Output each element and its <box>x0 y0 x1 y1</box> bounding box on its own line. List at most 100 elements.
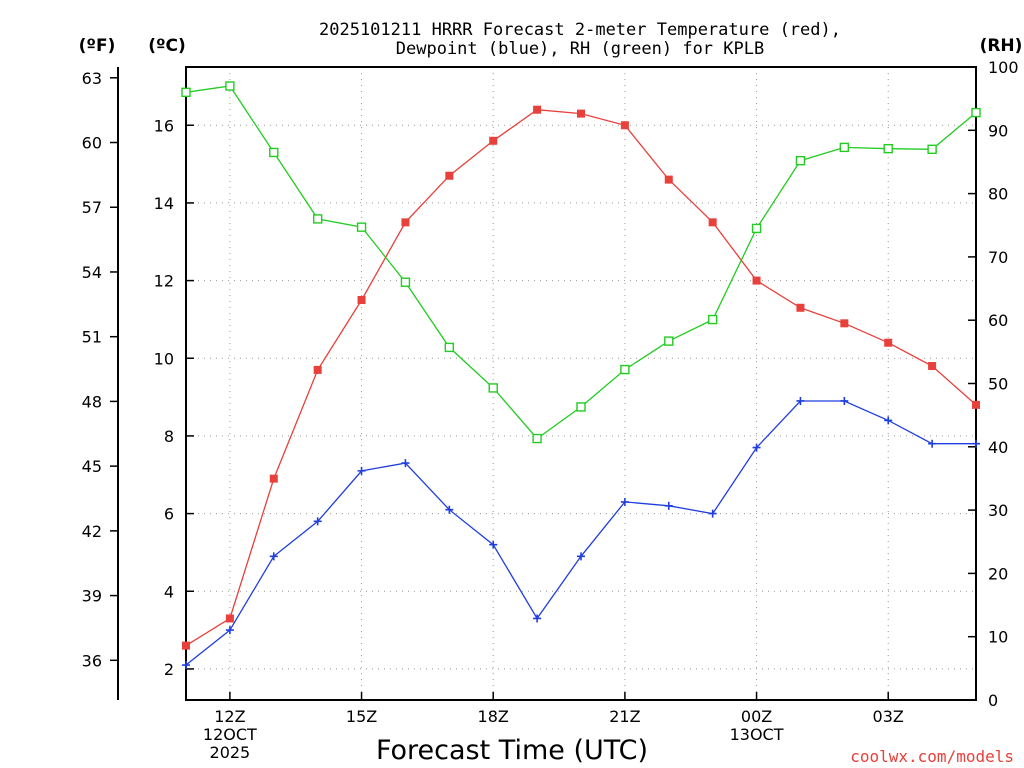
relative-humidity-point <box>400 277 411 287</box>
temperature-point <box>884 338 893 347</box>
dewpoint-point <box>752 443 761 452</box>
rh-tick-label: 60 <box>988 311 1008 330</box>
celsius-tick-label: 4 <box>164 582 174 601</box>
temperature-point <box>313 365 322 374</box>
rh-ticks: 0 10 20 30 40 50 60 70 80 90 100 <box>968 58 1019 710</box>
dewpoint-point <box>489 540 498 549</box>
fahrenheit-tick-label: 48 <box>82 392 102 411</box>
fahrenheit-tick-label: 63 <box>82 69 102 88</box>
relative-humidity-point <box>751 223 762 234</box>
chart-title-line-1: 2025101211 HRRR Forecast 2-meter Tempera… <box>319 20 841 40</box>
rh-tick-label: 90 <box>988 121 1008 140</box>
dewpoint-point <box>269 552 278 561</box>
temperature-line <box>185 109 977 647</box>
dewpoint-point <box>796 396 805 405</box>
fahrenheit-unit-label: (ºF) <box>79 36 116 56</box>
relative-humidity-point <box>269 147 279 158</box>
rh-tick-label: 10 <box>988 628 1008 647</box>
temperature-point <box>972 400 980 409</box>
dewpoint-point <box>884 416 893 425</box>
temperature-point <box>620 121 629 130</box>
credit-text: coolwx.com/models <box>850 747 1014 766</box>
plot-frame <box>185 66 977 701</box>
fahrenheit-tick-label: 42 <box>82 522 102 541</box>
rh-tick-label: 100 <box>988 58 1019 77</box>
dewpoint-point <box>972 439 980 448</box>
celsius-unit-label: (ºC) <box>148 36 186 56</box>
gridlines <box>186 67 976 700</box>
time-tick-label: 13OCT <box>730 725 784 744</box>
relative-humidity-point <box>927 144 937 154</box>
relative-humidity-point <box>664 336 674 346</box>
temperature-point <box>840 319 849 328</box>
temperature-point <box>489 136 498 145</box>
rh-tick-label: 0 <box>988 691 998 710</box>
time-tick-label: 18Z <box>478 707 509 726</box>
fahrenheit-tick-label: 51 <box>82 328 102 347</box>
temperature-point <box>708 218 717 227</box>
rh-tick-label: 30 <box>988 501 1008 520</box>
fahrenheit-tick-label: 54 <box>82 263 102 282</box>
relative-humidity-point <box>576 402 586 412</box>
temperature-point <box>664 175 673 184</box>
relative-humidity-point <box>312 214 323 224</box>
dewpoint-point <box>401 459 410 468</box>
celsius-tick-label: 8 <box>164 427 174 446</box>
fahrenheit-tick-label: 39 <box>82 587 102 606</box>
dewpoint-line <box>185 400 976 666</box>
time-tick-label: 12Z <box>214 707 245 726</box>
temperature-point <box>182 641 190 650</box>
dewpoint-point <box>182 661 190 670</box>
celsius-tick-label: 10 <box>154 349 174 368</box>
dewpoint-point <box>445 505 454 514</box>
time-tick-label: 03Z <box>873 707 904 726</box>
relative-humidity-point <box>181 87 191 98</box>
relative-humidity-point <box>971 107 981 118</box>
temperature-point <box>445 171 454 180</box>
dewpoint-point <box>708 509 717 518</box>
x-axis-label: Forecast Time (UTC) <box>376 735 648 766</box>
fahrenheit-tick-label: 60 <box>82 134 102 153</box>
rh-unit-label: (RH) <box>980 36 1023 56</box>
rh-tick-label: 70 <box>988 248 1008 267</box>
dewpoint-point <box>225 626 234 635</box>
dewpoint-point <box>620 497 629 506</box>
dewpoint-point <box>313 517 322 526</box>
relative-humidity-point <box>488 383 498 393</box>
time-tick-label: 2025 <box>210 743 251 762</box>
celsius-tick-label: 16 <box>154 116 174 135</box>
rh-tick-label: 40 <box>988 438 1008 457</box>
time-tick-label: 15Z <box>346 707 377 726</box>
relative-humidity-point <box>532 433 542 444</box>
celsius-tick-label: 14 <box>154 194 174 213</box>
celsius-tick-label: 6 <box>164 505 174 524</box>
chart-title-line-2: Dewpoint (blue), RH (green) for KPLB <box>396 39 764 59</box>
temperature-point <box>225 614 234 623</box>
celsius-ticks: 2 4 6 8 10 12 14 16 <box>154 116 194 679</box>
relative-humidity-line <box>185 85 977 440</box>
temperature-point <box>269 474 278 483</box>
rh-tick-label: 20 <box>988 564 1008 583</box>
celsius-tick-label: 12 <box>154 272 174 291</box>
dewpoint-point <box>533 614 542 623</box>
time-tick-label: 12OCT <box>203 725 257 744</box>
temperature-point <box>928 362 937 371</box>
celsius-tick-label: 2 <box>164 660 174 679</box>
relative-humidity-point <box>883 143 893 154</box>
series-layer <box>181 81 981 670</box>
temperature-point <box>796 303 805 312</box>
relative-humidity-point <box>795 155 806 166</box>
fahrenheit-ticks: 36 39 42 45 48 51 54 57 60 63 <box>82 69 118 670</box>
fahrenheit-tick-label: 45 <box>82 457 102 476</box>
relative-humidity-point <box>839 142 850 153</box>
dewpoint-point <box>577 552 585 561</box>
relative-humidity-point <box>707 314 718 325</box>
temperature-point <box>533 105 542 114</box>
relative-humidity-point <box>356 222 367 232</box>
relative-humidity-point <box>620 364 630 375</box>
temperature-point <box>752 276 761 285</box>
dewpoint-point <box>664 501 673 510</box>
rh-tick-label: 50 <box>988 375 1008 394</box>
temperature-point <box>357 296 366 305</box>
